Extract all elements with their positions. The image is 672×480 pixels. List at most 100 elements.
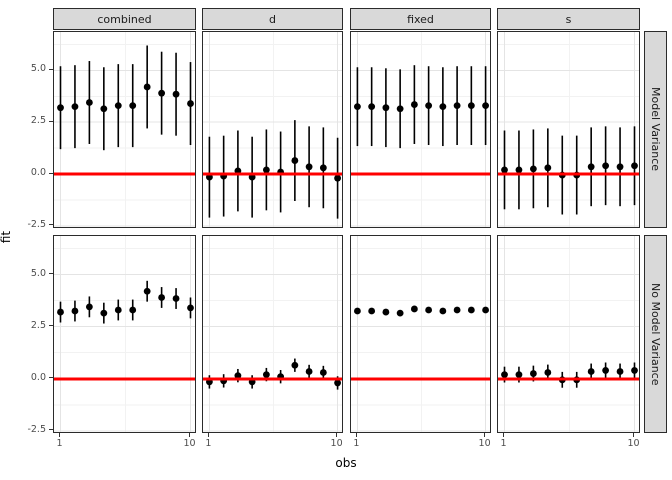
data-point [158, 294, 166, 301]
x-tick-label: 10 [183, 438, 196, 449]
y-tick-mark [49, 172, 53, 174]
data-point [482, 102, 489, 110]
panel-canvas [203, 236, 342, 432]
data-point [85, 303, 93, 311]
facet-strip-col-s: s [497, 8, 640, 30]
y-tick-label: 2.5 [30, 115, 46, 127]
facet-strip-row-no-model-variance: No Model Variance [644, 235, 667, 433]
panel-s-model-variance [497, 31, 640, 228]
data-point [305, 368, 313, 375]
data-point [129, 102, 137, 110]
data-point [305, 163, 313, 171]
y-tick-mark [49, 377, 53, 379]
panel-canvas [203, 32, 342, 227]
data-point [544, 164, 552, 172]
y-tick-label: -2.5 [27, 423, 46, 435]
pointrange-series [354, 65, 489, 149]
y-axis-title: fit [0, 230, 13, 244]
x-tick-mark [355, 433, 357, 437]
data-point [587, 163, 595, 171]
x-tick-mark [336, 433, 338, 437]
panel-combined-model-variance [53, 31, 196, 228]
y-tick-mark [49, 224, 53, 226]
data-point [143, 83, 151, 91]
x-tick-mark [189, 433, 190, 437]
data-point [57, 308, 64, 316]
pointrange-series [354, 305, 489, 317]
data-point [382, 104, 390, 112]
facet-strip-col-d: d [202, 8, 343, 30]
data-point [482, 306, 489, 314]
data-point [291, 157, 299, 164]
data-point [334, 379, 341, 387]
data-point [587, 368, 595, 375]
data-point [616, 368, 624, 375]
panel-d-no-model-variance [202, 235, 343, 433]
x-tick-mark [207, 433, 209, 437]
facet-strip-row-model-variance: Model Variance [644, 31, 667, 228]
x-tick-label: 10 [627, 438, 640, 449]
data-point [631, 162, 638, 170]
data-point [382, 308, 390, 316]
data-point [544, 369, 552, 376]
y-tick-mark [49, 68, 53, 70]
data-point [319, 369, 327, 376]
data-point [114, 102, 122, 110]
facet-strip-col-fixed: fixed [350, 8, 491, 30]
data-point [158, 89, 166, 97]
data-point [467, 102, 475, 110]
data-point [529, 165, 537, 173]
data-point [501, 166, 508, 174]
data-point [453, 306, 461, 314]
y-tick-label: -2.5 [27, 218, 46, 230]
data-point [262, 166, 270, 174]
panel-fixed-model-variance [350, 31, 491, 228]
data-point [368, 103, 376, 111]
panel-s-no-model-variance [497, 235, 640, 433]
panel-canvas [351, 236, 490, 432]
x-tick-label: 10 [478, 438, 491, 449]
y-tick-label: 5.0 [30, 63, 46, 75]
data-point [172, 90, 180, 98]
data-point [410, 305, 418, 313]
data-point [602, 162, 610, 170]
pointrange-series [57, 45, 194, 151]
data-point [439, 307, 447, 315]
panel-fixed-no-model-variance [350, 235, 491, 433]
y-tick-label: 0.0 [30, 371, 46, 383]
x-tick-label: 10 [330, 438, 343, 449]
data-point [396, 105, 404, 113]
data-point [631, 367, 638, 374]
data-point [396, 309, 404, 317]
x-tick-label: 1 [56, 438, 63, 449]
data-point [439, 103, 447, 111]
data-point [425, 306, 433, 314]
panel-canvas [498, 32, 639, 227]
x-tick-mark [59, 433, 60, 437]
data-point [501, 371, 508, 378]
data-point [291, 361, 299, 369]
y-tick-label: 5.0 [30, 267, 46, 279]
panel-combined-no-model-variance [53, 235, 196, 433]
x-tick-mark [484, 433, 486, 437]
data-point [85, 99, 93, 106]
data-point [57, 104, 64, 112]
data-point [425, 102, 433, 110]
panel-canvas [498, 236, 639, 432]
y-tick-label: 2.5 [30, 319, 46, 331]
data-point [71, 103, 79, 111]
data-point [319, 164, 327, 172]
data-point [187, 304, 194, 312]
data-point [616, 163, 624, 171]
facet-strip-col-combined: combined [53, 8, 196, 30]
x-tick-label: 1 [353, 438, 360, 449]
y-tick-mark [49, 429, 53, 431]
y-tick-mark [49, 273, 53, 275]
data-point [100, 105, 108, 113]
data-point [129, 306, 137, 314]
data-point [262, 371, 270, 378]
panel-canvas [54, 236, 195, 432]
data-point [100, 309, 108, 317]
y-tick-mark [49, 325, 53, 327]
data-point [529, 370, 537, 377]
